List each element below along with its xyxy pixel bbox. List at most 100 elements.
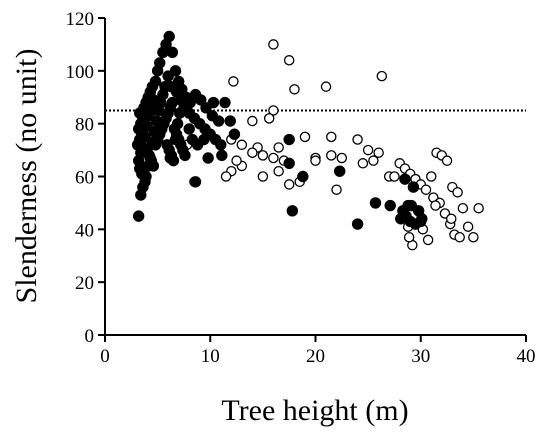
open-point [268, 152, 279, 164]
y-axis-title: Slenderness (no unit) [10, 49, 43, 304]
x-tick-label: 0 [100, 346, 110, 367]
open-point [430, 200, 441, 211]
filled-point [416, 213, 428, 225]
filled-point [283, 133, 295, 146]
filled-point [219, 96, 231, 109]
data-points-layer [131, 30, 484, 251]
x-tick-label: 20 [306, 346, 325, 367]
open-point [283, 55, 295, 66]
ticks-layer: 0 10 20 30 40 0 20 40 60 80 100 120 [66, 9, 536, 367]
open-point [452, 187, 463, 198]
filled-point [395, 213, 407, 225]
filled-point [399, 173, 411, 185]
open-point [268, 39, 279, 50]
open-point [299, 131, 311, 143]
filled-point [164, 152, 176, 164]
open-point [389, 171, 400, 182]
open-point [362, 144, 374, 156]
filled-point [166, 96, 179, 109]
y-tick-label: 0 [85, 326, 95, 347]
filled-point [147, 94, 160, 106]
y-tick-label: 100 [66, 62, 95, 83]
filled-point [407, 181, 420, 193]
open-point [426, 171, 437, 182]
open-point [247, 115, 258, 127]
open-point [420, 184, 432, 195]
filled-point [228, 128, 241, 140]
open-point [247, 147, 258, 158]
filled-point [169, 133, 182, 146]
filled-point [216, 149, 228, 162]
open-point [231, 155, 242, 166]
filled-point [207, 96, 220, 109]
open-point [257, 150, 269, 161]
open-point [473, 202, 484, 214]
filled-point [369, 197, 382, 209]
filled-point [198, 133, 210, 146]
open-point [283, 179, 295, 190]
filled-point [405, 199, 417, 212]
open-point [446, 213, 457, 225]
filled-point [140, 170, 152, 183]
x-axis-title: Tree height (m) [221, 394, 408, 427]
filled-point [159, 80, 171, 93]
open-point [326, 150, 337, 161]
filled-point [162, 70, 174, 82]
filled-point [137, 141, 149, 154]
x-tick-label: 30 [411, 346, 430, 367]
axes-layer [104, 18, 526, 336]
open-point [236, 139, 248, 151]
open-point [268, 105, 279, 116]
y-tick-label: 80 [75, 115, 94, 136]
filled-point [195, 94, 207, 106]
open-point [462, 221, 474, 232]
open-point [468, 232, 479, 243]
open-point [273, 142, 284, 153]
open-point [441, 155, 453, 166]
open-point [289, 84, 300, 95]
x-tick-label: 40 [517, 346, 536, 367]
filled-point [149, 75, 162, 88]
filled-point [286, 205, 299, 217]
open-point [331, 184, 342, 195]
open-point [320, 81, 332, 92]
filled-point [178, 102, 190, 114]
y-tick-label: 60 [75, 168, 94, 189]
filled-point [144, 152, 156, 164]
filled-point [166, 46, 179, 59]
filled-point [171, 117, 184, 130]
filled-point [212, 115, 225, 127]
filled-point [334, 165, 346, 177]
y-tick-label: 40 [75, 220, 94, 241]
filled-point [351, 218, 364, 230]
x-tick-label: 10 [201, 346, 220, 367]
filled-point [297, 170, 309, 183]
filled-point [183, 123, 195, 135]
open-point [373, 147, 384, 158]
open-point [273, 165, 284, 177]
open-point [422, 234, 434, 246]
filled-point [283, 157, 295, 169]
open-point [220, 171, 232, 182]
filled-point [141, 120, 153, 133]
filled-point [179, 149, 191, 162]
filled-point [132, 210, 145, 222]
open-point [454, 232, 465, 243]
open-point [457, 202, 469, 214]
open-point [310, 155, 321, 166]
open-point [352, 134, 363, 145]
open-point [263, 113, 275, 124]
open-point [228, 76, 239, 87]
open-point [403, 232, 415, 243]
open-point [368, 155, 379, 166]
filled-point [384, 199, 396, 212]
y-tick-label: 20 [75, 273, 94, 294]
filled-point [154, 57, 166, 69]
filled-point [202, 152, 214, 164]
open-point [326, 131, 337, 143]
filled-point [189, 176, 202, 188]
filled-point [224, 115, 236, 127]
open-point [336, 152, 348, 164]
filled-point [215, 139, 227, 151]
